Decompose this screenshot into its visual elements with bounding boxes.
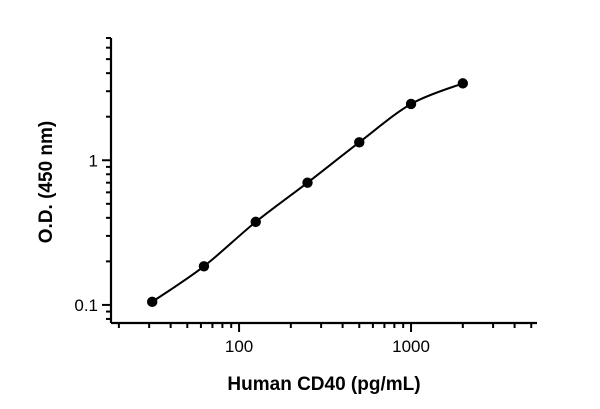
data-point xyxy=(198,261,210,272)
data-point xyxy=(354,137,365,148)
data-points xyxy=(147,78,469,308)
data-point xyxy=(302,177,313,188)
y-tick-label: 0.1 xyxy=(74,296,98,315)
y-ticks: 0.11 xyxy=(74,37,111,320)
y-axis-title: O.D. (450 nm) xyxy=(36,121,57,243)
axes xyxy=(109,38,537,325)
y-tick-label: 1 xyxy=(89,151,98,170)
data-point xyxy=(457,78,469,89)
x-tick-label: 100 xyxy=(225,337,253,356)
plot-area xyxy=(147,78,469,308)
x-axis-title: Human CD40 (pg/mL) xyxy=(227,374,420,395)
x-ticks: 100 1000 xyxy=(117,323,533,356)
fit-curve xyxy=(151,82,464,303)
x-tick-label: 1000 xyxy=(392,337,430,356)
data-point xyxy=(405,98,417,110)
data-point xyxy=(147,296,158,308)
data-point xyxy=(250,216,261,228)
